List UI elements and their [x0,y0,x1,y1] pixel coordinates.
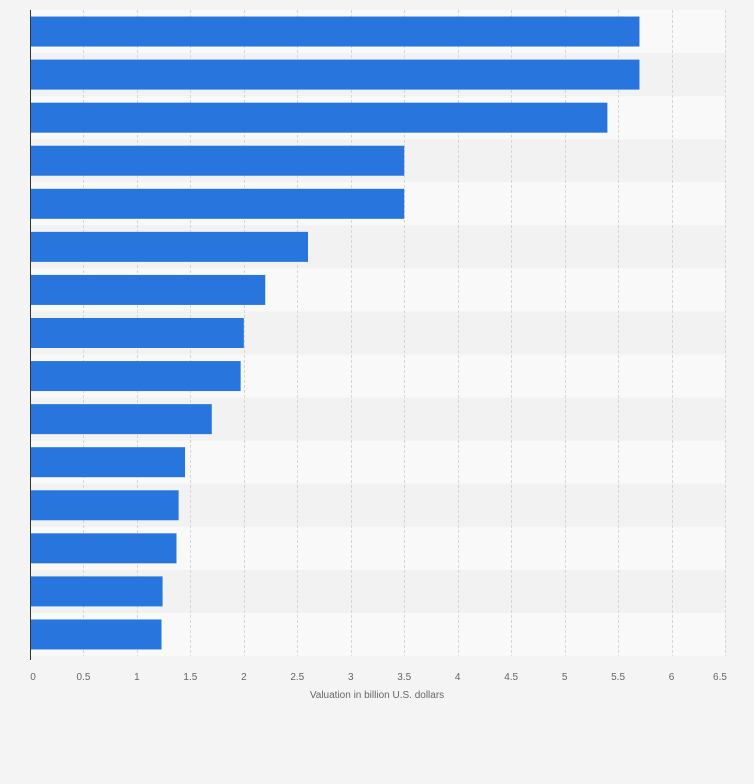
x-tick-label: 1 [134,672,140,683]
x-tick-label: 5 [562,672,568,683]
bar[interactable] [30,404,212,435]
bars [30,16,640,650]
bar[interactable] [30,188,405,219]
bar[interactable] [30,533,177,564]
x-tick-label: 2.5 [290,672,304,683]
x-axis-label: Valuation in billion U.S. dollars [310,690,444,701]
bar[interactable] [30,619,162,650]
x-tick-label: 3.5 [397,672,411,683]
bar[interactable] [30,490,179,521]
bar[interactable] [30,59,640,90]
bar[interactable] [30,16,640,47]
x-axis-ticks: 0 0.5 1 1.5 2 2.5 3 3.5 4 4.5 5 5.5 6 6.5 [30,672,727,683]
x-tick-label: 1.5 [183,672,197,683]
x-tick-label: 0.5 [77,672,91,683]
bar[interactable] [30,274,266,305]
x-tick-label: 4.5 [504,672,518,683]
x-tick-label: 6.5 [713,672,727,683]
bar[interactable] [30,447,186,478]
x-tick-label: 5.5 [611,672,625,683]
x-tick-label: 0 [30,672,36,683]
x-tick-label: 6 [669,672,675,683]
bar[interactable] [30,361,241,392]
bar[interactable] [30,231,308,262]
x-tick-label: 3 [348,672,354,683]
x-tick-label: 2 [241,672,247,683]
x-tick-label: 4 [455,672,461,683]
bar[interactable] [30,576,163,607]
bar[interactable] [30,102,608,133]
bar[interactable] [30,145,405,176]
bar[interactable] [30,318,244,348]
